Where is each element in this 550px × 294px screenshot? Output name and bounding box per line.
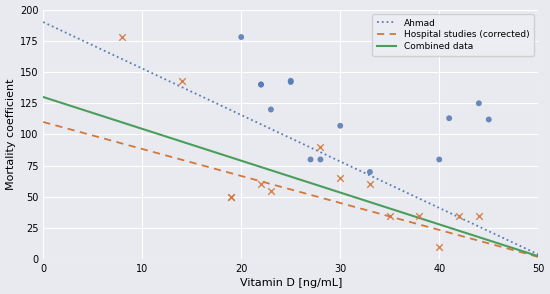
Point (366, 182, 375, 187)
Point (475, 101, 483, 106)
Point (475, 213, 483, 218)
Point (435, 157, 444, 162)
Point (178, 78, 186, 83)
Y-axis label: Mortality coefficient: Mortality coefficient (6, 79, 15, 190)
Point (386, 213, 394, 218)
Point (316, 157, 325, 162)
Point (227, 195, 236, 199)
Point (445, 116, 454, 121)
Point (267, 188, 276, 193)
Point (257, 82, 266, 87)
Point (287, 80, 295, 84)
Point (257, 82, 266, 87)
X-axis label: Vitamin D [ng/mL]: Vitamin D [ng/mL] (240, 278, 342, 288)
Point (455, 213, 464, 218)
Point (336, 123, 345, 128)
Point (287, 78, 295, 83)
Legend: Ahmad, Hospital studies (corrected), Combined data: Ahmad, Hospital studies (corrected), Com… (372, 14, 534, 56)
Point (267, 107, 276, 112)
Point (306, 157, 315, 162)
Point (415, 213, 424, 218)
Point (336, 176, 345, 181)
Point (316, 145, 325, 149)
Point (237, 35, 246, 39)
Point (227, 195, 236, 199)
Point (485, 117, 493, 122)
Point (257, 182, 266, 187)
Point (435, 245, 444, 249)
Point (366, 170, 375, 174)
Point (118, 35, 127, 39)
